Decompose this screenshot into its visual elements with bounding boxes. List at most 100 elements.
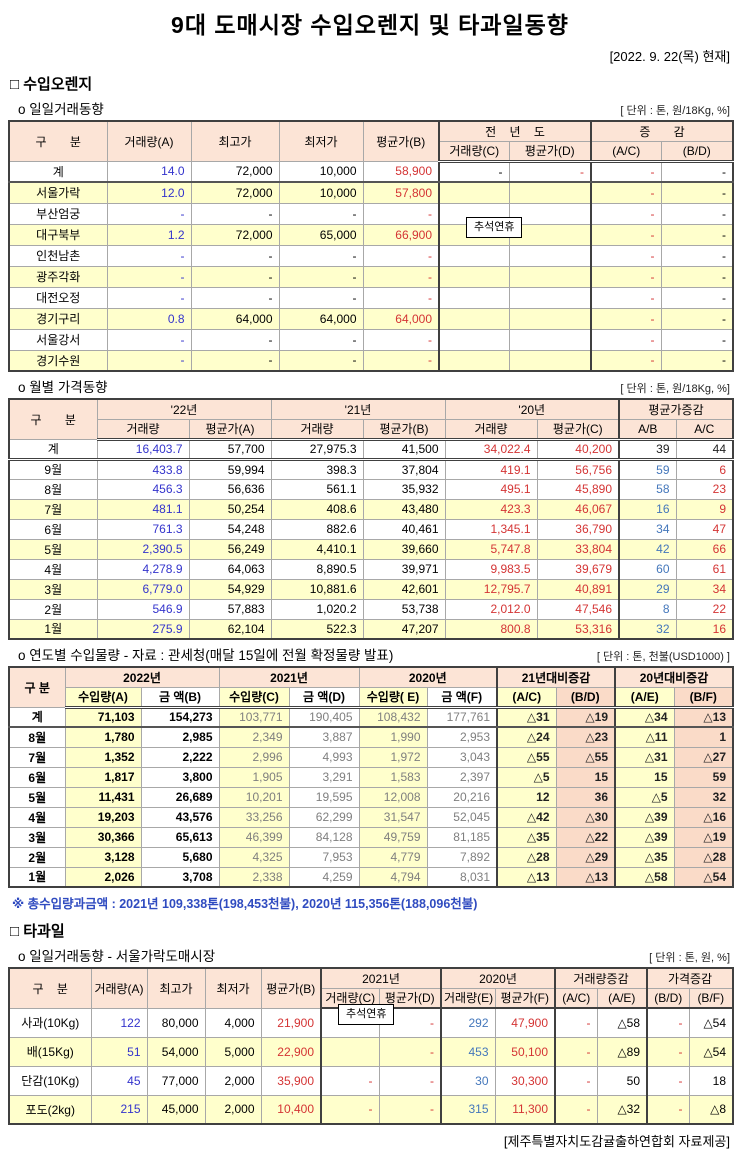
data-cell: 62,299: [288, 806, 360, 828]
data-cell: 36: [555, 786, 616, 808]
table-row: 부산엄궁 - - - - - -: [8, 202, 734, 225]
other-fruit-daily-table: 구 분 거래량(A) 최고가 최저가 평균가(B) 2021년 2020년 거래…: [8, 967, 735, 1125]
data-cell: 39: [618, 438, 677, 461]
data-cell: △28: [496, 846, 557, 868]
data-cell: 453: [440, 1036, 496, 1067]
row-label: 4월: [8, 806, 66, 828]
unit-label-fruit-daily: [ 단위 : 톤, 원, %]: [649, 952, 730, 964]
data-cell: -: [590, 181, 662, 204]
data-cell: 53,738: [362, 598, 446, 620]
data-cell: 12,008: [358, 786, 428, 808]
table-row: 5월 2,390.5 56,249 4,410.1 39,660 5,747.8 33,80…: [8, 538, 734, 560]
data-cell: 43,480: [362, 498, 446, 520]
data-cell: 42,601: [362, 578, 446, 600]
data-cell: 30: [440, 1065, 496, 1096]
col-header-bf: (B/F): [673, 686, 734, 709]
data-cell: -: [660, 244, 734, 267]
row-label: 경기수원: [8, 349, 108, 372]
table-row: 1월 275.9 62,104 522.3 47,207 800.8 53,316 32 16: [8, 618, 734, 640]
table-header: 구 분 거래량(A) 최고가 최저가 평균가(B) 2021년 2020년 거래…: [8, 967, 734, 1009]
row-label: 1월: [8, 618, 98, 640]
data-cell: 4,325: [218, 846, 290, 868]
data-cell: 43,576: [140, 806, 220, 828]
row-label: 6월: [8, 518, 98, 540]
data-cell: -: [660, 160, 734, 183]
data-cell: 4,278.9: [96, 558, 190, 580]
data-cell: 40,461: [362, 518, 446, 540]
data-cell: 39,971: [362, 558, 446, 580]
table-body: 계 71,103 154,273 103,771 190,405 108,432 177,7…: [8, 706, 734, 888]
data-cell: △89: [596, 1036, 648, 1067]
data-cell: 6,779.0: [96, 578, 190, 600]
data-cell: 30,366: [64, 826, 142, 848]
data-cell: 40,200: [536, 438, 620, 461]
col-header-avg-f: 평균가(F): [494, 987, 556, 1009]
data-cell: [508, 307, 592, 330]
data-cell: -: [362, 244, 440, 267]
data-cell: 2,000: [204, 1094, 262, 1125]
data-cell: 47,900: [494, 1007, 556, 1038]
data-cell: -: [590, 202, 662, 225]
data-source-footer: [제주특별자치도감귤출하연합회 자료제공]: [503, 1134, 730, 1149]
data-cell: 35,932: [362, 478, 446, 500]
data-cell: 15: [555, 766, 616, 788]
data-cell: [438, 286, 510, 309]
data-cell: 64,000: [278, 307, 364, 330]
data-cell: 22,900: [260, 1036, 322, 1067]
data-cell: 4,410.1: [270, 538, 364, 560]
data-cell: [508, 286, 592, 309]
col-group-year-21: '21년: [270, 398, 446, 420]
data-cell: △55: [555, 746, 616, 768]
data-cell: 2,012.0: [444, 598, 538, 620]
data-cell: -: [190, 202, 280, 225]
data-cell: 2,953: [426, 726, 498, 748]
data-cell: 31,547: [358, 806, 428, 828]
data-cell: 2,397: [426, 766, 498, 788]
data-cell: [508, 244, 592, 267]
data-cell: 57,700: [188, 438, 272, 461]
data-cell: 456.3: [96, 478, 190, 500]
data-cell: △42: [496, 806, 557, 828]
table-row: 계 14.0 72,000 10,000 58,900- - - -: [8, 160, 734, 183]
data-cell: 58: [618, 478, 677, 500]
data-cell: -: [106, 286, 192, 309]
data-cell: 177,761: [426, 706, 498, 728]
data-cell: 53,316: [536, 618, 620, 640]
table-row: 3월 6,779.0 54,929 10,881.6 42,601 12,795.7 40,…: [8, 578, 734, 600]
data-cell: 44: [675, 438, 734, 461]
data-cell: △13: [555, 866, 616, 888]
table-row: 4월 4,278.9 64,063 8,890.5 39,971 9,983.5 39,67…: [8, 558, 734, 580]
col-header-volume-20: 거래량: [444, 418, 538, 441]
data-cell: [508, 265, 592, 288]
data-cell: △5: [496, 766, 557, 788]
col-header-import-c: 수입량(C): [218, 686, 290, 709]
data-cell: 8,890.5: [270, 558, 364, 580]
row-label: 대전오정: [8, 286, 108, 309]
subtitle-daily-trading: o 일일거래동향: [18, 102, 104, 117]
data-cell: -: [190, 265, 280, 288]
data-cell: 19,595: [288, 786, 360, 808]
data-cell: △11: [614, 726, 675, 748]
data-cell: 1,352: [64, 746, 142, 768]
table-row: 9월 433.8 59,994 398.3 37,804 419.1 56,756 59 6: [8, 458, 734, 480]
data-cell: 8,031: [426, 866, 498, 888]
daily-orange-trading-table: 구 분 거래량(A) 최고가 최저가 평균가(B) 전 년 도 증 감 거래량(…: [8, 120, 735, 372]
data-cell: 34: [675, 578, 734, 600]
data-cell: 2,349: [218, 726, 290, 748]
data-cell: △35: [496, 826, 557, 848]
data-cell: 3,128: [64, 846, 142, 868]
data-cell: 45,890: [536, 478, 620, 500]
data-cell: 2,985: [140, 726, 220, 748]
row-label: 사과(10Kg): [8, 1007, 92, 1038]
data-cell: △39: [614, 806, 675, 828]
data-cell: 408.6: [270, 498, 364, 520]
row-label: 계: [8, 160, 108, 183]
table-row: 4월 19,203 43,576 33,256 62,299 31,547 52,045 △4…: [8, 806, 734, 828]
data-cell: 37,804: [362, 458, 446, 480]
data-cell: -: [278, 328, 364, 351]
row-label: 5월: [8, 786, 66, 808]
data-cell: 154,273: [140, 706, 220, 728]
data-cell: 4,259: [288, 866, 360, 888]
table-row: 7월 481.1 50,254 408.6 43,480 423.3 46,067 16 9: [8, 498, 734, 520]
data-cell: 33,256: [218, 806, 290, 828]
